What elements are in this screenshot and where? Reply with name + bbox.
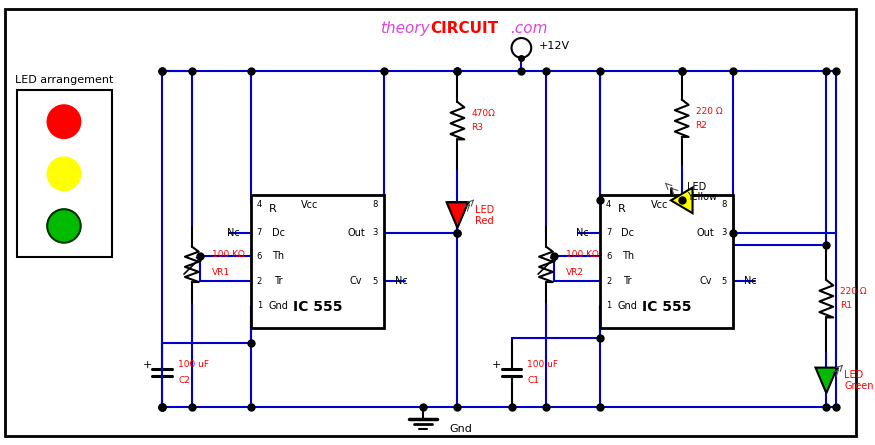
Text: LED: LED [844, 371, 864, 380]
Text: R: R [618, 204, 626, 214]
Text: C2: C2 [178, 376, 190, 385]
Bar [251, 195, 383, 328]
Text: 6: 6 [256, 252, 262, 261]
Text: 7: 7 [606, 228, 612, 237]
Bar [600, 195, 733, 328]
Text: VR2: VR2 [565, 268, 584, 277]
Text: 7: 7 [256, 228, 262, 237]
Text: +: + [143, 360, 152, 370]
Polygon shape [446, 202, 468, 228]
Text: 100 uF: 100 uF [178, 360, 209, 369]
Text: 1: 1 [256, 301, 262, 310]
Text: 5: 5 [373, 276, 378, 286]
Text: Cv: Cv [350, 276, 362, 286]
Text: 4: 4 [606, 200, 612, 209]
Text: CIRCUIT: CIRCUIT [430, 21, 498, 36]
Text: 100 KΩ: 100 KΩ [212, 250, 244, 259]
Text: R3: R3 [472, 123, 483, 132]
Text: LED arrangement: LED arrangement [15, 75, 113, 85]
Text: Gnd: Gnd [269, 301, 289, 311]
Text: 5: 5 [722, 276, 727, 286]
Text: theory: theory [381, 21, 430, 36]
Text: Green: Green [844, 381, 873, 391]
Circle shape [47, 105, 80, 138]
Text: 100 KΩ: 100 KΩ [565, 250, 598, 259]
Text: Vcc: Vcc [301, 200, 318, 210]
Text: IC 555: IC 555 [292, 299, 342, 314]
Text: Tr: Tr [274, 276, 283, 286]
Text: Yellow: Yellow [687, 192, 717, 202]
Text: Nc: Nc [395, 276, 408, 286]
Text: +12V: +12V [539, 41, 570, 51]
Text: 2: 2 [256, 276, 262, 286]
Text: Vcc: Vcc [650, 200, 668, 210]
Text: Dc: Dc [621, 228, 634, 238]
Text: VR1: VR1 [212, 268, 229, 277]
Text: Gnd: Gnd [618, 301, 638, 311]
Circle shape [47, 209, 80, 243]
Text: Nc: Nc [227, 228, 240, 238]
Text: IC 555: IC 555 [641, 299, 691, 314]
Text: Cv: Cv [699, 276, 711, 286]
Text: Red: Red [475, 216, 494, 226]
Text: R1: R1 [840, 301, 852, 310]
Text: 470Ω: 470Ω [472, 109, 495, 118]
Text: LED: LED [687, 182, 706, 192]
Text: Out: Out [347, 228, 365, 238]
Text: R2: R2 [696, 121, 707, 129]
Bar [17, 90, 112, 257]
Polygon shape [816, 368, 837, 393]
Text: 3: 3 [373, 228, 378, 237]
Circle shape [47, 157, 80, 190]
Text: 220 Ω: 220 Ω [840, 287, 867, 296]
Text: 100 uF: 100 uF [528, 360, 558, 369]
Text: Th: Th [272, 251, 284, 262]
Text: R: R [269, 204, 276, 214]
Text: Th: Th [621, 251, 634, 262]
Text: Tr: Tr [623, 276, 632, 286]
Text: Dc: Dc [272, 228, 285, 238]
Text: 2: 2 [606, 276, 612, 286]
Text: Nc: Nc [745, 276, 757, 286]
Text: .com: .com [511, 21, 548, 36]
Text: 4: 4 [256, 200, 262, 209]
Text: 6: 6 [606, 252, 612, 261]
Text: 1: 1 [606, 301, 612, 310]
Polygon shape [671, 188, 692, 213]
Text: 220 Ω: 220 Ω [696, 107, 722, 116]
Text: 8: 8 [722, 200, 727, 209]
Text: 8: 8 [373, 200, 378, 209]
Text: +: + [492, 360, 501, 370]
Text: LED: LED [475, 205, 494, 215]
Text: C1: C1 [528, 376, 539, 385]
Text: Gnd: Gnd [449, 424, 472, 433]
Text: Nc: Nc [576, 228, 589, 238]
Text: Out: Out [696, 228, 714, 238]
Text: 3: 3 [722, 228, 727, 237]
